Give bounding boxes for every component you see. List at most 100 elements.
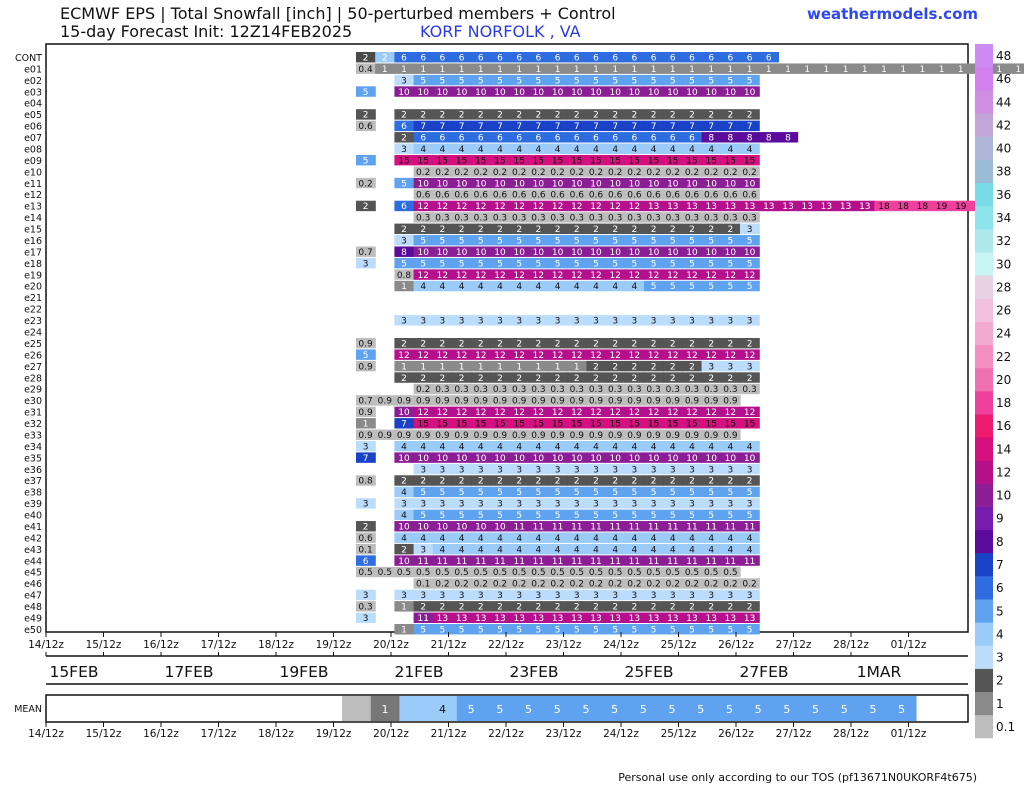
- cell-e28-3: [413, 372, 434, 383]
- cell-e49-14: [624, 612, 645, 623]
- cell-e25-13: [605, 338, 626, 349]
- cell-label-e05-20: 2: [747, 111, 753, 121]
- cell-e08-17: [682, 143, 703, 154]
- cell-e08-9: [528, 143, 549, 154]
- cell-e31-13: [605, 406, 626, 418]
- cell-e13-8: [509, 200, 530, 212]
- cell-e05-20: [740, 109, 760, 120]
- cell-label-e17-2: 8: [401, 248, 407, 258]
- cell-label-e37-18: 2: [708, 477, 714, 487]
- cell-label-e13-24: 13: [821, 202, 832, 212]
- cell-e35-8: [509, 452, 530, 463]
- cell-label-e42-16: 4: [670, 534, 676, 544]
- cell-e03-12: [586, 86, 607, 97]
- cell-e48-17: [682, 601, 703, 612]
- cell-label-e45-12: 0.5: [589, 568, 603, 578]
- cell-label-e17-5: 10: [456, 248, 468, 258]
- cell-label-e13-3: 12: [417, 202, 428, 212]
- cell-e33-1: [375, 429, 395, 440]
- cell-e49-13: [605, 612, 626, 623]
- cell-e32-11: [567, 418, 587, 429]
- colorbar-swatch-19: [975, 275, 993, 299]
- cell-label-e32-5: 15: [456, 420, 467, 430]
- cell-e03-14: [624, 86, 645, 97]
- cell-e25-6: [471, 338, 491, 349]
- cell-e15-19: [720, 223, 741, 235]
- cell-label-e18-8: 5: [516, 259, 522, 269]
- colorbar-swatch-22: [975, 205, 993, 230]
- cell-e32-2: [394, 418, 415, 429]
- cell-label-e03-17: 10: [686, 88, 698, 98]
- cell-label-e45-11: 0.5: [570, 568, 584, 578]
- cell-e23-13: [605, 315, 626, 326]
- cell-label-e31-3: 12: [417, 408, 428, 418]
- mean-cell-label-13: 5: [726, 703, 733, 716]
- cell-e44-7: [490, 555, 511, 566]
- cell-label-e30-4: 0.9: [435, 397, 450, 407]
- cell-e30-7: [490, 395, 511, 406]
- cell-e12-3: [413, 189, 434, 200]
- cell-label-e42-6: 4: [478, 534, 484, 544]
- cell-label-e13-25: 13: [840, 202, 851, 212]
- cell-e12-5: [452, 189, 472, 200]
- cell-label-e37-17: 2: [689, 477, 695, 487]
- cell-e36-5: [452, 463, 472, 475]
- cell-e49-8: [509, 612, 530, 623]
- cell-label-e25-12: 2: [593, 339, 599, 349]
- cell-e26-10: [548, 349, 568, 360]
- cell-label-e18-20: 5: [747, 259, 753, 269]
- colorbar-label-18: 26: [996, 304, 1011, 318]
- cell-e44-18: [701, 555, 722, 566]
- cell-e47-5: [452, 589, 472, 601]
- cell-label-e16-18: 5: [708, 236, 714, 246]
- cell-e42-7: [490, 532, 511, 543]
- cell-label-e33-16: 0.9: [666, 431, 681, 441]
- cell-label-e18-4: 5: [440, 259, 446, 269]
- cell-e17-13: [605, 246, 626, 257]
- cell-e50-13: [605, 624, 626, 635]
- cell-label-e35-14: 10: [629, 454, 641, 464]
- cell-e39-7: [490, 498, 511, 509]
- cell-label-e18-10: 5: [555, 259, 561, 269]
- cell-e12-14: [624, 189, 645, 200]
- cell-e14-5: [452, 212, 472, 223]
- cell-label-e34-5: 4: [459, 442, 465, 452]
- cell-e44-16: [663, 555, 683, 566]
- member-label-e07: e07: [24, 133, 42, 144]
- cell-e27-5: [452, 360, 472, 372]
- cell-e30-19: [720, 395, 741, 406]
- cell-label-e06-20: 7: [747, 122, 753, 132]
- cell-e31-5: [452, 406, 472, 418]
- cell-label-e48-7: 2: [497, 603, 503, 613]
- cell-e16-7: [490, 235, 511, 246]
- member-label-e32: e32: [24, 419, 42, 430]
- cell-e08-2: [394, 143, 415, 154]
- cell-label-e26-0: 5: [363, 351, 369, 361]
- cell-label-e29-14: 0.3: [627, 385, 641, 395]
- colorbar-label-8: 8: [996, 535, 1004, 549]
- cell-label-e16-15: 5: [651, 236, 657, 246]
- cell-e08-6: [471, 143, 491, 154]
- cell-e27-17: [682, 360, 703, 372]
- cell-label-e33-5: 0.9: [454, 431, 469, 441]
- cell-e01-15: [644, 63, 664, 74]
- cell-e38-6: [471, 486, 491, 498]
- cell-e06-19: [720, 120, 741, 132]
- mean-axis-tick-label-9: 23/12z: [546, 728, 582, 740]
- cell-e50-16: [663, 624, 683, 635]
- cell-label-e36-10: 3: [555, 465, 561, 475]
- cell-e50-15: [644, 624, 664, 635]
- cell-label-e35-19: 10: [725, 454, 737, 464]
- brand-link[interactable]: weathermodels.com: [806, 5, 978, 23]
- cell-label-e08-12: 4: [593, 145, 599, 155]
- cell-e20-4: [432, 280, 453, 292]
- cell-e08-5: [452, 143, 472, 154]
- cell-e36-19: [720, 463, 741, 475]
- cell-e49-7: [490, 612, 511, 623]
- cell-e31-0: [356, 406, 376, 418]
- cell-e11-16: [663, 177, 683, 189]
- cell-e26-8: [509, 349, 530, 360]
- cell-label-e09-15: 15: [648, 156, 659, 166]
- cell-e49-4: [432, 612, 453, 623]
- cell-label-e32-19: 15: [725, 420, 736, 430]
